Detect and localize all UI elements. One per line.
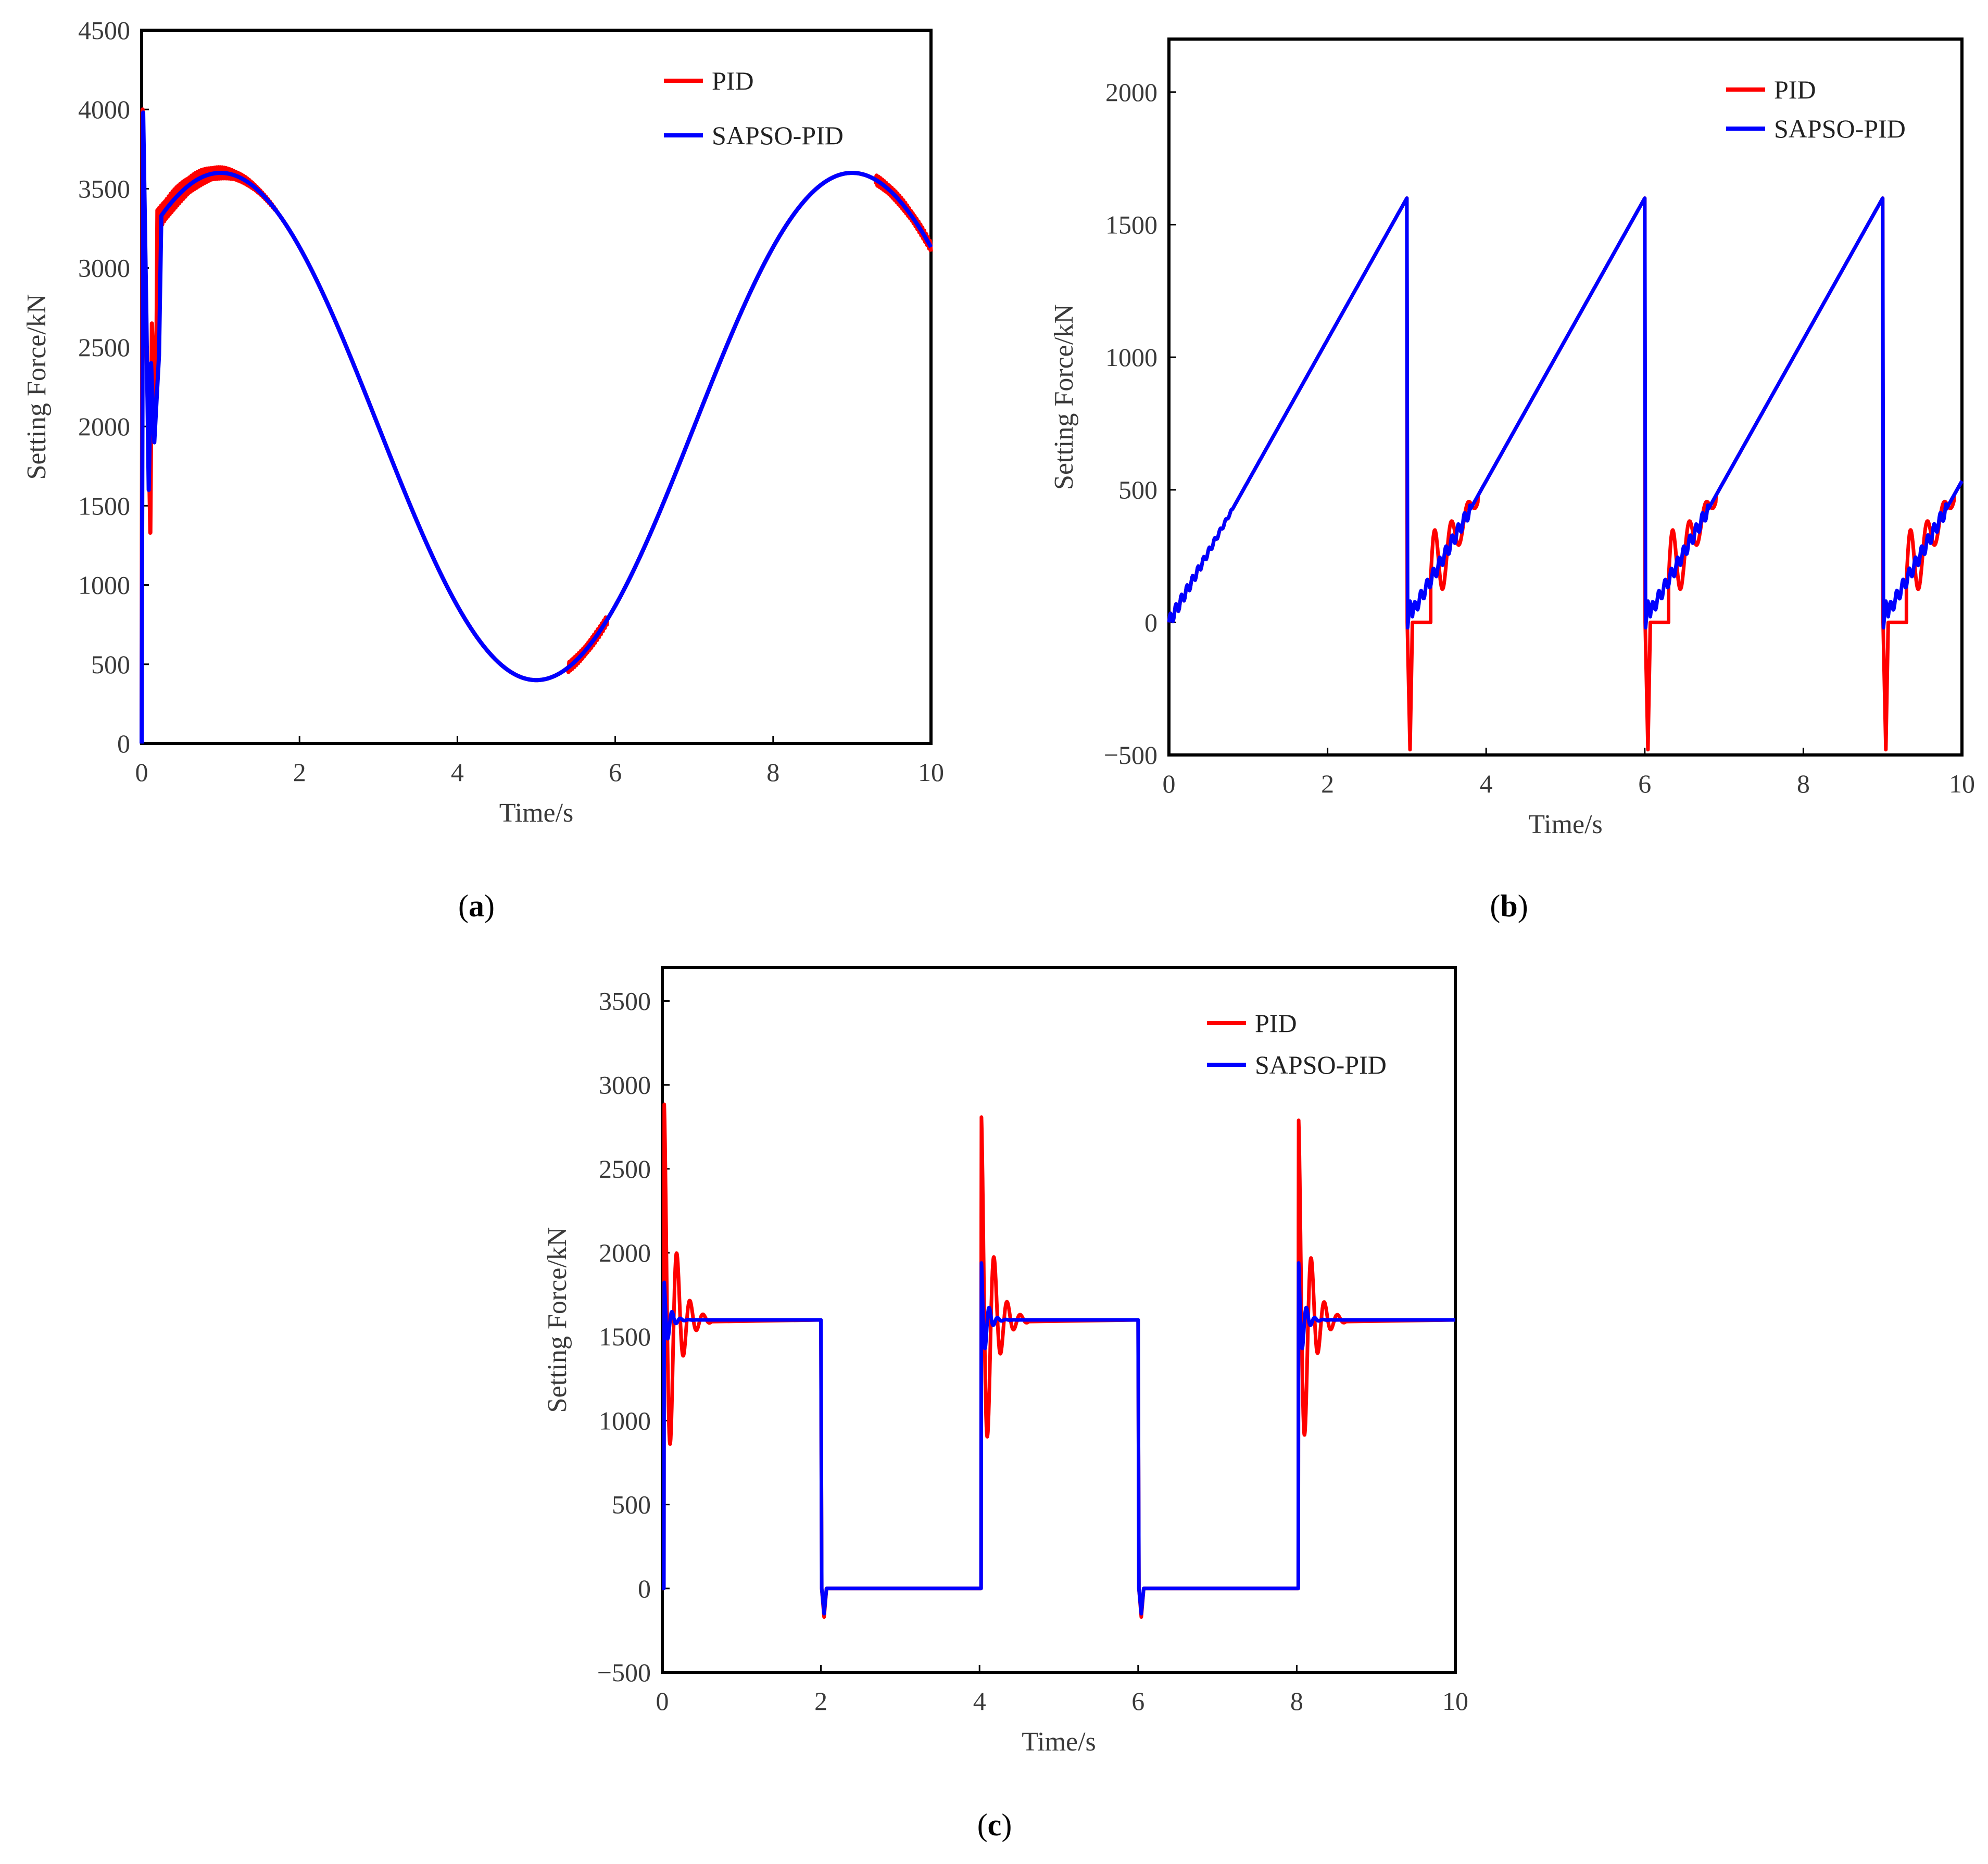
y-tick-label: 2000 (599, 1238, 651, 1267)
y-tick-label: 4000 (78, 95, 130, 124)
y-tick-label: 0 (1144, 608, 1157, 637)
x-tick-label: 2 (814, 1686, 827, 1716)
y-tick-label: 4500 (78, 16, 130, 45)
series-line-sapso-pid (1167, 196, 1964, 630)
legend-label-pid: PID (1255, 1009, 1297, 1038)
y-tick-label: 3500 (599, 986, 651, 1015)
y-tick-label: 3000 (78, 254, 130, 283)
y-tick-label: 0 (117, 729, 130, 758)
x-tick-label: 6 (609, 758, 622, 787)
y-tick-label: 500 (91, 650, 130, 679)
y-tick-label: 0 (638, 1574, 651, 1603)
y-axis-label: Setting Force/kN (1049, 304, 1079, 490)
y-tick-label: 2000 (78, 412, 130, 441)
legend-label-sapso-pid: SAPSO-PID (1255, 1050, 1387, 1079)
y-tick-label: 1000 (1105, 343, 1157, 372)
y-axis-label: Setting Force/kN (543, 1227, 572, 1413)
plot-frame (1167, 37, 1964, 757)
y-tick-label: 3000 (599, 1070, 651, 1100)
y-tick-label: 1000 (599, 1406, 651, 1435)
legend-label-pid: PID (1774, 75, 1816, 104)
legend-label-sapso-pid: SAPSO-PID (1774, 114, 1906, 143)
y-tick-label: 2500 (599, 1154, 651, 1183)
x-tick-label: 0 (1163, 769, 1176, 798)
x-axis-label: Time/s (1022, 1727, 1096, 1757)
series-line-sapso-pid (140, 110, 933, 744)
x-tick-label: 6 (1638, 769, 1651, 798)
x-tick-label: 10 (1442, 1686, 1468, 1716)
x-tick-label: 2 (293, 758, 306, 787)
x-tick-label: 0 (135, 758, 148, 787)
y-tick-label: 2500 (78, 333, 130, 362)
y-tick-label: 1500 (599, 1322, 651, 1351)
series-line-pid (1167, 196, 1964, 752)
caption-c: (c) (977, 1808, 1012, 1842)
x-tick-label: 0 (656, 1686, 669, 1716)
x-tick-label: 8 (766, 758, 779, 787)
caption-b: (b) (1490, 889, 1528, 923)
x-tick-label: 8 (1290, 1686, 1303, 1716)
chart-panel-a: 0 2 4 6 8 10 0 500 1000 1500 2000 2500 3000 3500 4000 4… (22, 16, 944, 828)
x-axis-label: Time/s (499, 798, 574, 828)
y-tick-label: 1500 (1105, 210, 1157, 239)
series-line-sapso-pid (662, 1261, 1455, 1616)
y-tick-label: 3500 (78, 174, 130, 203)
x-tick-label: 4 (973, 1686, 986, 1716)
y-tick-label: 1500 (78, 491, 130, 520)
y-tick-label: −500 (597, 1658, 651, 1687)
x-tick-label: 4 (451, 758, 464, 787)
chart-panel-c: 0 2 4 6 8 10−5000500100015002000250030003500T… (543, 966, 1468, 1757)
x-tick-label: 10 (1949, 769, 1975, 798)
y-tick-label: 2000 (1105, 78, 1157, 107)
y-tick-label: −500 (1104, 740, 1157, 770)
legend-label-pid: PID (712, 66, 754, 95)
y-tick-label: 500 (612, 1490, 651, 1519)
x-tick-label: 8 (1797, 769, 1810, 798)
y-tick-label: 500 (1118, 475, 1157, 505)
series-line-pid (662, 1102, 1456, 1619)
x-tick-label: 4 (1480, 769, 1493, 798)
x-axis-label: Time/s (1528, 810, 1603, 839)
y-axis-label: Setting Force/kN (22, 294, 52, 480)
x-tick-label: 10 (918, 758, 944, 787)
legend-label-sapso-pid: SAPSO-PID (712, 121, 844, 150)
series-line-pid (140, 107, 933, 744)
caption-a: (a) (458, 889, 495, 923)
chart-panel-b: 0 2 4 6 8 10−5000500100015002000Time/sSetting… (1049, 37, 1975, 839)
x-tick-label: 2 (1321, 769, 1334, 798)
y-tick-label: 1000 (78, 571, 130, 600)
x-tick-label: 6 (1131, 1686, 1144, 1716)
